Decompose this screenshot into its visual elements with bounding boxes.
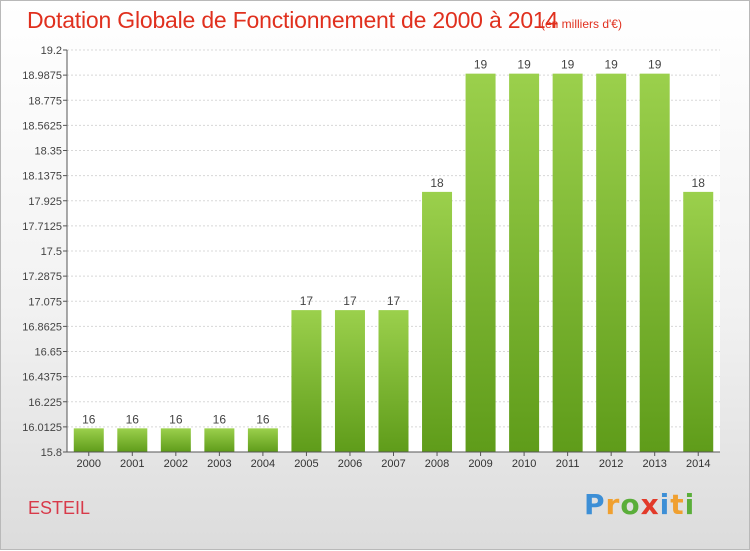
y-tick-label: 16.8625 <box>22 321 62 333</box>
data-label: 18 <box>430 176 444 190</box>
bar-2011[interactable] <box>552 73 583 452</box>
data-label: 19 <box>517 58 531 72</box>
y-tick-label: 16.0125 <box>22 422 62 434</box>
x-tick-label: 2013 <box>642 458 666 470</box>
bar-2010[interactable] <box>509 73 540 452</box>
bar-2004[interactable] <box>247 428 278 452</box>
y-tick-label: 18.9875 <box>22 70 62 82</box>
y-tick-label: 16.4375 <box>22 372 62 384</box>
x-tick-label: 2003 <box>207 458 231 470</box>
bar-2002[interactable] <box>160 428 191 452</box>
data-label: 16 <box>213 412 227 426</box>
bar-2007[interactable] <box>378 310 409 452</box>
data-label: 16 <box>256 412 270 426</box>
y-tick-label: 17.2875 <box>22 271 62 283</box>
x-tick-label: 2011 <box>556 458 580 470</box>
x-tick-label: 2006 <box>338 458 362 470</box>
x-tick-label: 2012 <box>599 458 623 470</box>
place-name: ESTEIL <box>28 498 91 518</box>
x-tick-label: 2014 <box>686 458 710 470</box>
data-label: 17 <box>300 294 314 308</box>
bar-2003[interactable] <box>204 428 235 452</box>
x-tick-label: 2000 <box>77 458 101 470</box>
bar-2001[interactable] <box>117 428 148 452</box>
data-label: 17 <box>343 294 357 308</box>
data-label: 19 <box>604 58 618 72</box>
data-label: 18 <box>692 176 706 190</box>
chart-subtitle: (en milliers d'€) <box>541 17 622 31</box>
bar-2013[interactable] <box>639 73 670 452</box>
bar-2012[interactable] <box>596 73 627 452</box>
y-tick-label: 15.8 <box>41 447 62 459</box>
bar-2005[interactable] <box>291 310 322 452</box>
bar-2006[interactable] <box>334 310 365 452</box>
data-label: 19 <box>561 58 575 72</box>
x-tick-label: 2007 <box>381 458 405 470</box>
x-tick-label: 2001 <box>120 458 144 470</box>
bar-2014[interactable] <box>683 191 714 452</box>
y-tick-label: 18.775 <box>28 95 62 107</box>
bar-2009[interactable] <box>465 73 496 452</box>
y-tick-label: 17.925 <box>28 196 62 208</box>
y-tick-label: 18.35 <box>34 146 62 158</box>
x-tick-label: 2010 <box>512 458 536 470</box>
x-tick-label: 2008 <box>425 458 449 470</box>
data-label: 19 <box>474 58 488 72</box>
bar-2000[interactable] <box>73 428 104 452</box>
x-tick-label: 2004 <box>251 458 275 470</box>
data-label: 17 <box>387 294 401 308</box>
y-tick-label: 19.2 <box>41 45 62 57</box>
data-label: 16 <box>169 412 183 426</box>
bar-2008[interactable] <box>422 191 453 452</box>
y-tick-label: 16.225 <box>28 397 62 409</box>
y-tick-label: 18.5625 <box>22 120 62 132</box>
data-label: 16 <box>82 412 96 426</box>
chart-title: Dotation Globale de Fonctionnement de 20… <box>27 7 559 33</box>
x-tick-label: 2009 <box>468 458 492 470</box>
y-tick-label: 17.5 <box>41 246 62 258</box>
data-label: 16 <box>126 412 140 426</box>
y-tick-label: 18.1375 <box>22 171 62 183</box>
y-tick-label: 17.075 <box>28 296 62 308</box>
data-label: 19 <box>648 58 662 72</box>
x-tick-label: 2002 <box>164 458 188 470</box>
y-tick-label: 16.65 <box>34 347 62 359</box>
proxiti-logo[interactable]: Proxiti <box>584 488 696 521</box>
x-tick-label: 2005 <box>294 458 318 470</box>
y-tick-label: 17.7125 <box>22 221 62 233</box>
